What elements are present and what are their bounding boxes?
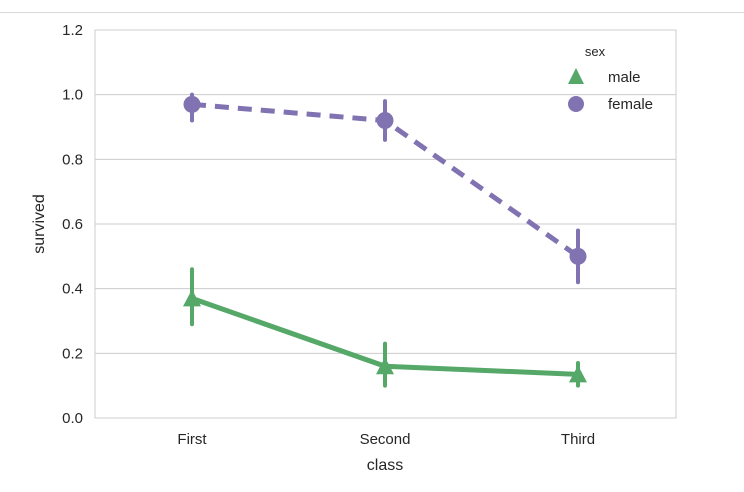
y-tick-labels: 0.0 0.2 0.4 0.6 0.8 1.0 1.2 [62,22,83,427]
legend-title: sex [585,44,606,59]
x-tick-label: Second [360,431,411,448]
x-tick-labels: First Second Third [177,431,595,448]
y-tick-label: 0.8 [62,151,83,168]
y-tick-label: 0.2 [62,345,83,362]
y-tick-label: 0.6 [62,216,83,233]
x-tick-label: First [177,431,207,448]
data-point-female [183,95,201,113]
legend-entry-male: male [608,69,641,86]
y-tick-label: 1.2 [62,22,83,39]
data-point-male [183,289,201,307]
data-point-female [376,112,394,130]
series-layer [183,92,587,388]
x-axis-label: class [367,457,403,474]
y-axis-label: survived [31,194,48,254]
y-tick-label: 1.0 [62,87,83,104]
x-tick-label: Third [561,431,595,448]
legend-entry-female: female [608,96,653,113]
data-point-male [569,365,587,383]
notebook-cell-border [0,0,744,13]
data-point-female [569,247,587,265]
y-tick-label: 0.0 [62,410,83,427]
legend: sex male female [568,44,653,113]
y-tick-label: 0.4 [62,281,83,298]
data-point-male [376,357,394,375]
gridlines [95,94,676,354]
legend-marker-female [568,96,584,112]
legend-marker-male [568,68,584,84]
